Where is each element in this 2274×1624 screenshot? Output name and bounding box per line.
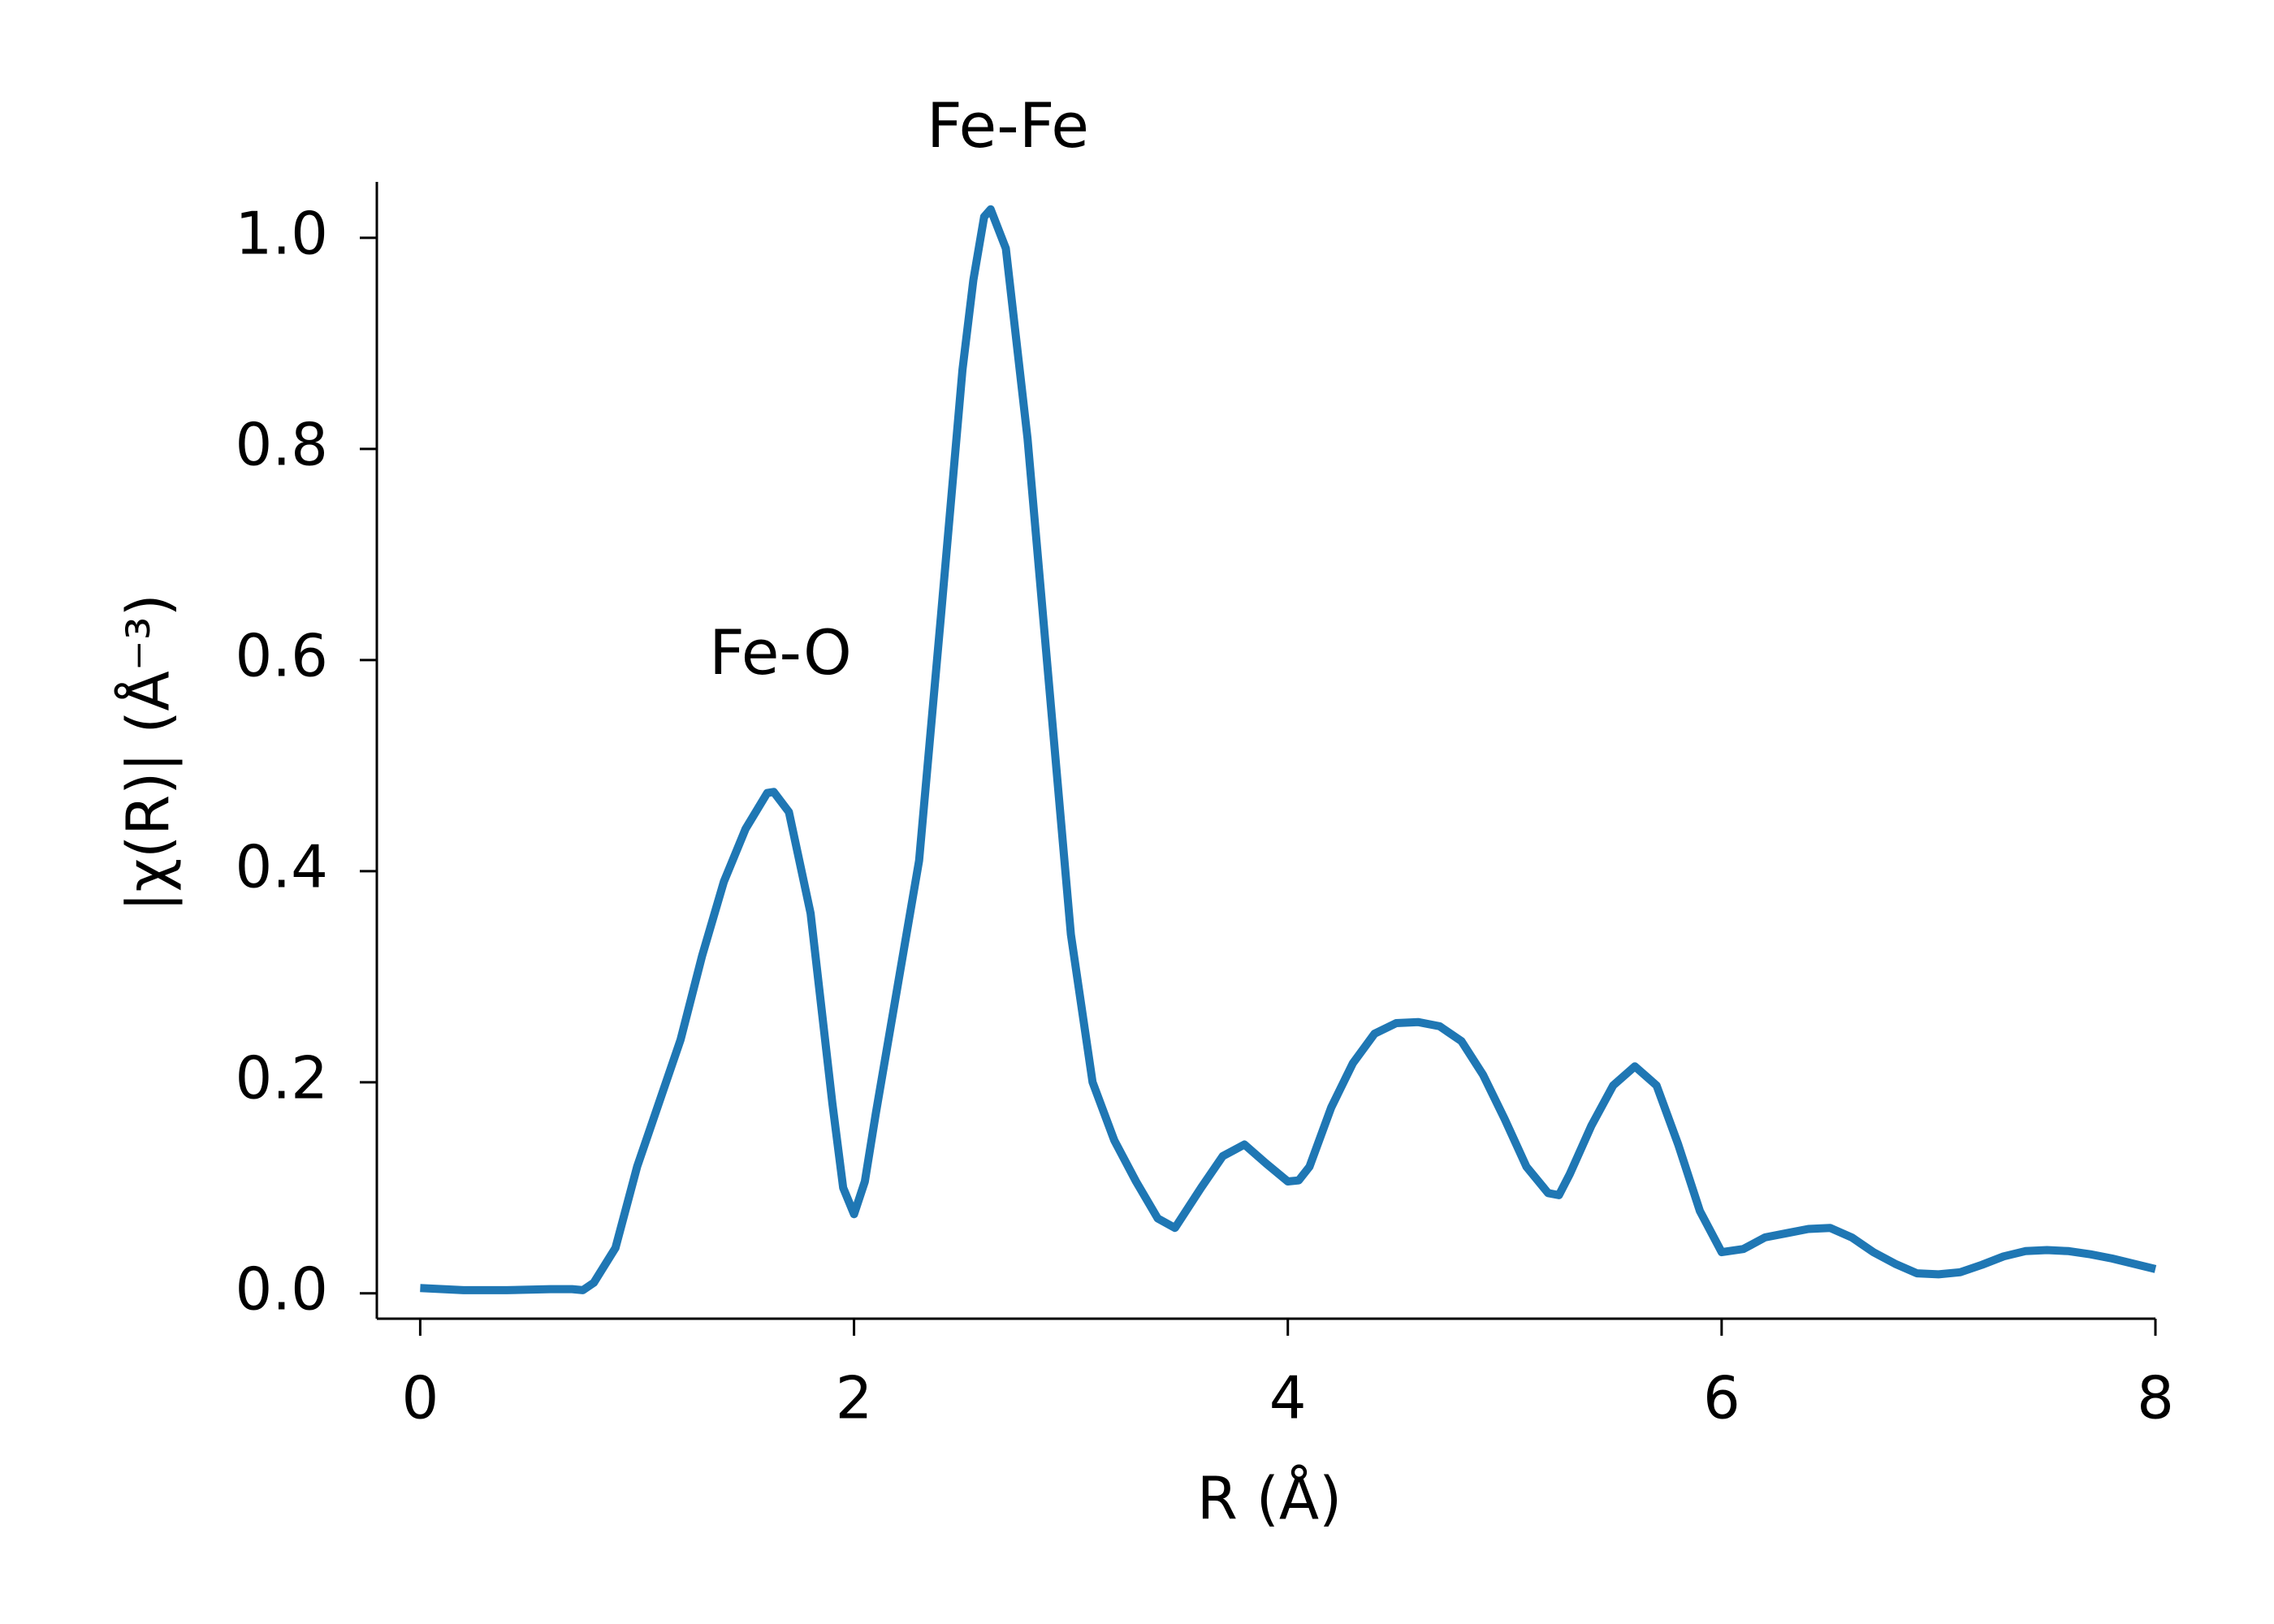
y-tick-label: 0.0	[235, 1255, 328, 1323]
x-tick-label: 2	[836, 1364, 873, 1432]
x-tick-label: 0	[402, 1364, 439, 1432]
y-tick-label: 0.8	[235, 410, 328, 478]
y-axis-label: |χ(R)| (Å⁻³)	[115, 594, 184, 912]
x-tick-label: 8	[2137, 1364, 2174, 1432]
annotation: Fe-O	[709, 616, 852, 689]
annotation: Fe-Fe	[927, 89, 1089, 162]
y-tick-label: 1.0	[235, 199, 328, 267]
y-tick-label: 0.4	[235, 832, 328, 901]
y-tick-label: 0.2	[235, 1043, 328, 1112]
y-tick-label: 0.6	[235, 621, 328, 689]
x-axis-label: R (Å)	[1197, 1465, 1342, 1533]
data-line	[420, 205, 2157, 1294]
x-tick-label: 4	[1269, 1364, 1307, 1432]
x-tick-label: 6	[1703, 1364, 1740, 1432]
